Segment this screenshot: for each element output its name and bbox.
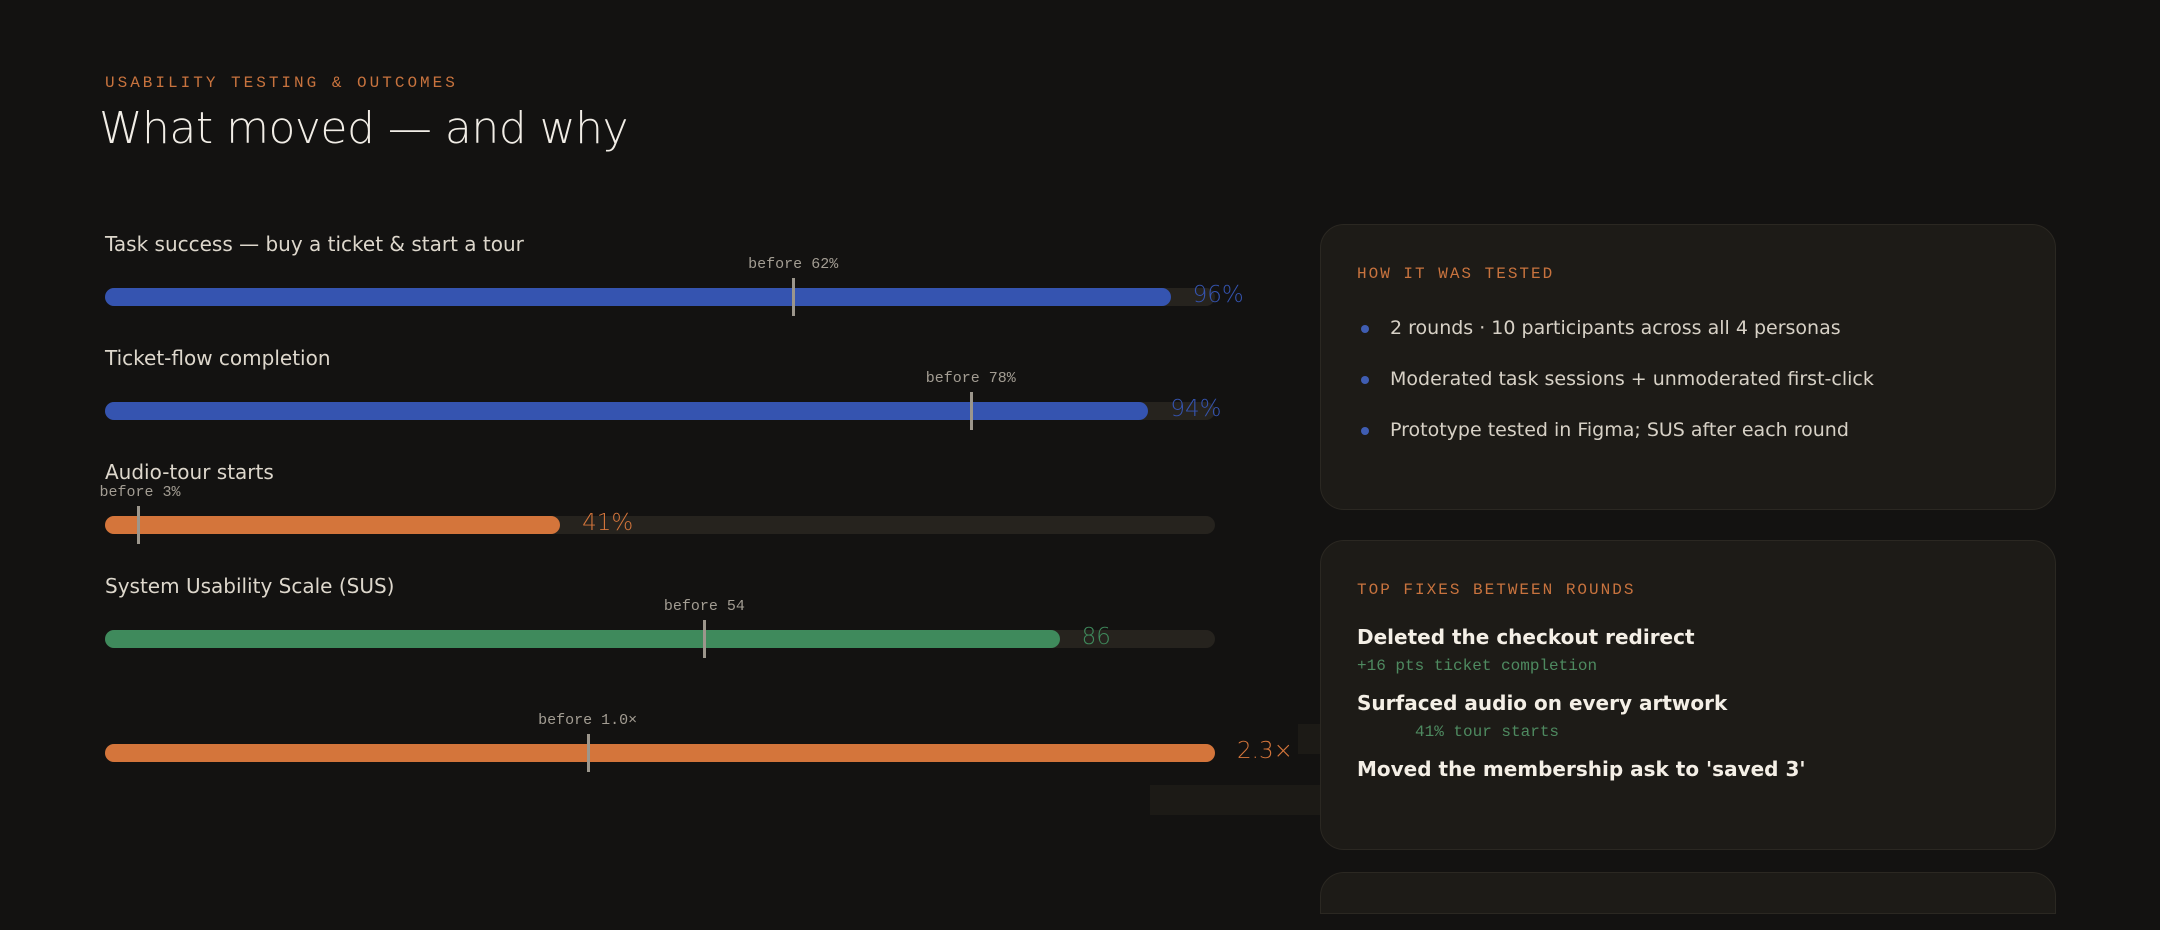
before-label: before 1.0× xyxy=(538,712,638,729)
top-fixes-card: TOP FIXES BETWEEN ROUNDS Deleted the che… xyxy=(1320,540,2056,850)
bullet-icon xyxy=(1361,376,1369,384)
bar xyxy=(105,288,1171,306)
before-marker xyxy=(586,734,590,772)
value-label: 94% xyxy=(1170,396,1222,422)
fix-impact: 41% tour starts xyxy=(1415,723,1560,741)
bar xyxy=(105,630,1060,648)
page-title: What moved — and why xyxy=(99,103,629,154)
before-label: before 78% xyxy=(925,370,1016,387)
metric-label: Task success — buy a ticket & start a to… xyxy=(105,232,524,256)
bullet-icon xyxy=(1361,325,1369,333)
before-label: before 3% xyxy=(99,484,181,501)
fix-name: Moved the membership ask to 'saved 3' xyxy=(1357,757,1806,781)
outcomes-chart: Task success — buy a ticket & start a to… xyxy=(99,232,1293,772)
value-label: 41% xyxy=(582,510,634,536)
top-fixes-title: TOP FIXES BETWEEN ROUNDS xyxy=(1357,581,1636,599)
how-tested-title: HOW IT WAS TESTED xyxy=(1357,265,1555,283)
bullet-text: Moderated task sessions + unmoderated fi… xyxy=(1390,368,1874,390)
bullet-text: 2 rounds · 10 participants across all 4 … xyxy=(1390,317,1841,339)
metric-label: System Usability Scale (SUS) xyxy=(105,574,395,598)
before-marker xyxy=(792,278,796,316)
fix-name: Surfaced audio on every artwork xyxy=(1357,691,1728,715)
bar xyxy=(105,516,561,534)
before-marker xyxy=(703,620,707,658)
before-marker xyxy=(969,392,973,430)
fix-name: Deleted the checkout redirect xyxy=(1357,625,1695,649)
value-label: 2.3× xyxy=(1237,738,1293,764)
value-label: 86 xyxy=(1081,624,1111,650)
bar xyxy=(105,402,1149,420)
bullet-icon xyxy=(1361,427,1369,435)
metric-label: Audio-tour starts xyxy=(105,460,274,484)
before-marker xyxy=(137,506,141,544)
ghost-block xyxy=(1298,724,1320,754)
ghost-block xyxy=(1150,785,1320,815)
fix-impact: +16 pts ticket completion xyxy=(1357,657,1598,675)
before-label: before 54 xyxy=(663,598,745,615)
bar xyxy=(105,744,1215,762)
section-eyebrow: USABILITY TESTING & OUTCOMES xyxy=(105,74,458,92)
bullet-text: Prototype tested in Figma; SUS after eac… xyxy=(1390,419,1849,441)
before-label: before 62% xyxy=(748,256,839,273)
next-card-edge xyxy=(1320,872,2056,914)
how-tested-card: HOW IT WAS TESTED 2 rounds · 10 particip… xyxy=(1320,224,2056,510)
value-label: 96% xyxy=(1192,282,1244,308)
metric-label: Ticket-flow completion xyxy=(105,346,331,370)
